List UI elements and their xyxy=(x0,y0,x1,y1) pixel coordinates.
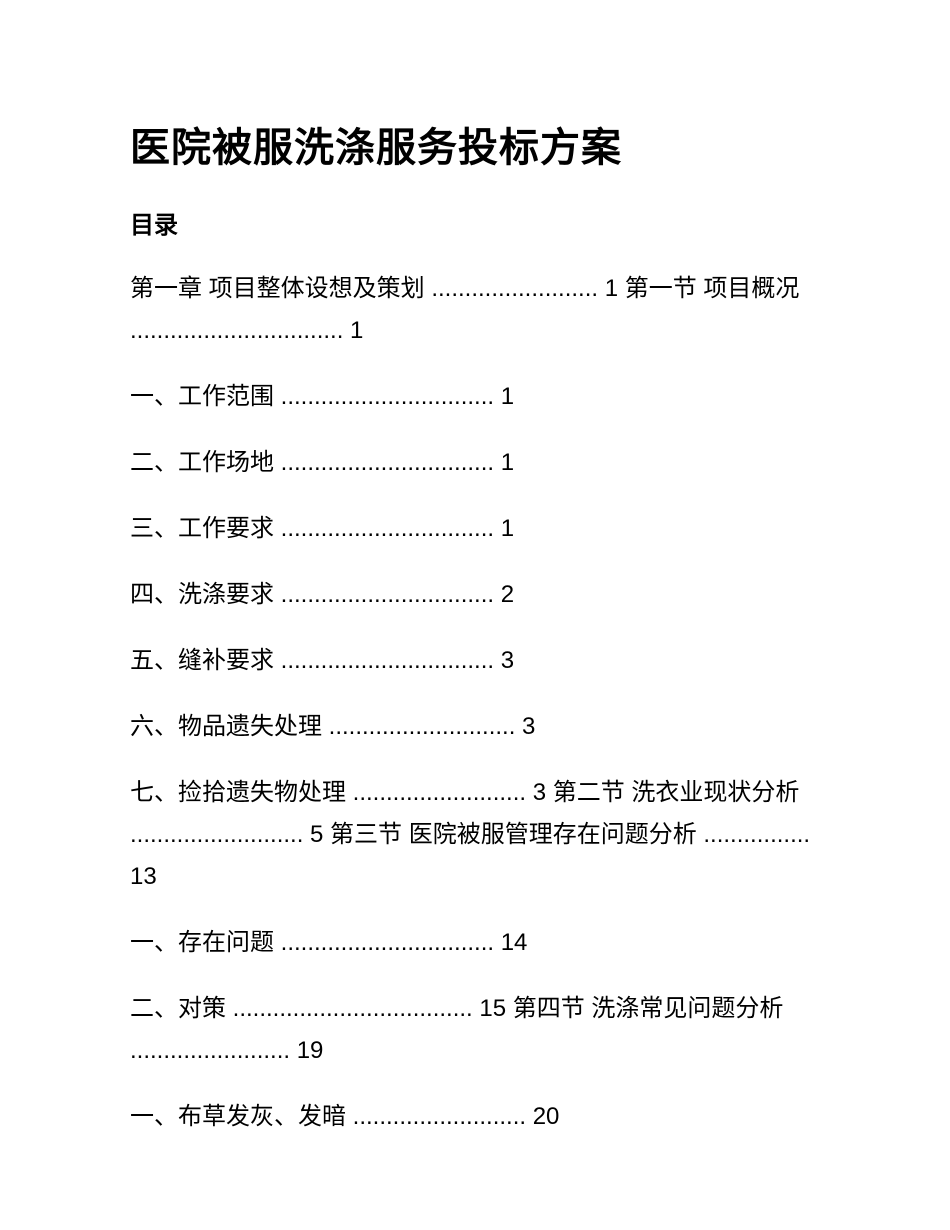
toc-entry: 二、工作场地 ................................ … xyxy=(130,442,820,484)
toc-entry: 第一章 项目整体设想及策划 ......................... … xyxy=(130,268,820,352)
toc-heading: 目录 xyxy=(130,205,820,240)
toc-entry: 六、物品遗失处理 ............................ 3 xyxy=(130,706,820,748)
toc-entry: 一、存在问题 ................................ … xyxy=(130,922,820,964)
toc-entry: 五、缝补要求 ................................ … xyxy=(130,640,820,682)
toc-entry: 一、布草发灰、发暗 .......................... 20 xyxy=(130,1096,820,1138)
toc-entry: 四、洗涤要求 ................................ … xyxy=(130,574,820,616)
document-title: 医院被服洗涤服务投标方案 xyxy=(130,115,820,173)
toc-entry: 二、对策 ...................................… xyxy=(130,988,820,1072)
toc-entry: 七、捡拾遗失物处理 .......................... 3 第… xyxy=(130,772,820,898)
toc-entry: 三、工作要求 ................................ … xyxy=(130,508,820,550)
toc-entry: 一、工作范围 ................................ … xyxy=(130,376,820,418)
